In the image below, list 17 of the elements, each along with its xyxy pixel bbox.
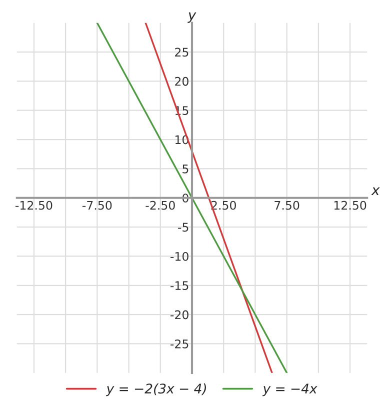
y-tick-label: -25 (170, 339, 188, 348)
y-tick-label: 25 (175, 48, 188, 57)
x-axis-title: x (371, 187, 380, 195)
y-tick-label: -20 (170, 310, 188, 320)
y-tick-label: -15 (170, 281, 188, 290)
x-tick-label: -7.50 (82, 200, 112, 210)
x-tick-label: -2.50 (146, 200, 175, 210)
x-tick-label: -12.50 (16, 200, 52, 210)
x-tick-label: 7.50 (274, 200, 300, 210)
legend-label: y = −4x (262, 384, 318, 396)
y-tick-label: -5 (178, 222, 188, 232)
x-tick-label: 12.50 (334, 200, 366, 210)
y-axis-title: y (188, 12, 196, 23)
y-tick-label: -10 (170, 252, 188, 261)
y-tick-label: 5 (182, 164, 188, 174)
legend-label: y = −2(3x − 4) (106, 383, 206, 396)
y-tick-label: 20 (175, 76, 188, 86)
